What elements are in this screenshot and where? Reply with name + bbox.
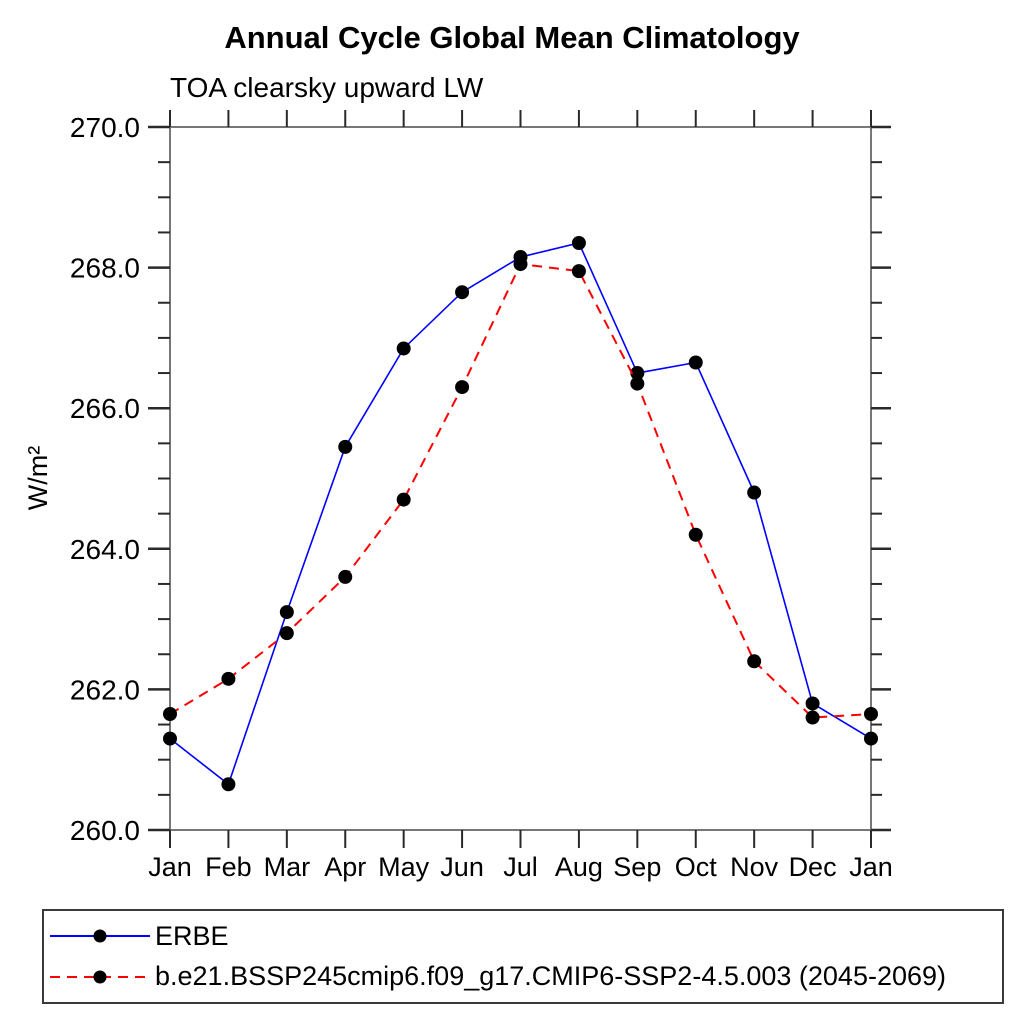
data-point-marker bbox=[805, 696, 820, 711]
data-point-marker bbox=[338, 439, 353, 454]
x-tick-label: Nov bbox=[730, 852, 779, 882]
legend-label-model: b.e21.BSSP245cmip6.f09_g17.CMIP6-SSP2-4.… bbox=[155, 961, 947, 992]
legend-line-sample-erbe bbox=[50, 929, 150, 943]
legend-item-erbe: ERBE bbox=[49, 921, 1002, 952]
data-point-marker bbox=[396, 492, 411, 507]
legend-item-model: b.e21.BSSP245cmip6.f09_g17.CMIP6-SSP2-4.… bbox=[49, 961, 1002, 992]
data-point-marker bbox=[455, 380, 470, 395]
x-tick-label: Oct bbox=[675, 852, 718, 882]
legend: ERBE b.e21.BSSP245cmip6.f09_g17.CMIP6-SS… bbox=[42, 909, 1004, 1004]
axes bbox=[148, 110, 891, 848]
x-tick-label: Jan bbox=[148, 852, 192, 882]
series-erbe bbox=[163, 235, 878, 792]
data-point-marker bbox=[163, 707, 177, 722]
data-point-marker bbox=[396, 341, 411, 356]
x-tick-label: Jul bbox=[503, 852, 538, 882]
data-point-marker bbox=[688, 355, 703, 370]
data-point-marker bbox=[221, 671, 236, 686]
x-tick-label: Mar bbox=[264, 852, 311, 882]
series-model bbox=[163, 257, 878, 725]
y-tick-label: 268.0 bbox=[70, 253, 140, 284]
x-tick-label: Dec bbox=[789, 852, 837, 882]
x-tick-label: Apr bbox=[324, 852, 366, 882]
y-tick-label: 266.0 bbox=[70, 393, 140, 424]
data-point-marker bbox=[864, 731, 878, 746]
y-tick-label: 260.0 bbox=[70, 815, 140, 846]
data-point-marker bbox=[338, 569, 353, 584]
y-tick-label: 262.0 bbox=[70, 674, 140, 705]
data-point-marker bbox=[747, 485, 762, 500]
x-tick-label: Jan bbox=[849, 852, 893, 882]
data-point-marker bbox=[279, 626, 294, 641]
x-tick-label: Sep bbox=[613, 852, 661, 882]
data-point-marker bbox=[630, 366, 645, 381]
y-axis-label: W/m² bbox=[23, 446, 53, 510]
data-point-marker bbox=[630, 376, 645, 391]
data-point-marker bbox=[279, 605, 294, 620]
x-tick-label: Feb bbox=[205, 852, 252, 882]
y-tick-label: 270.0 bbox=[70, 112, 140, 143]
legend-label-erbe: ERBE bbox=[155, 920, 229, 951]
legend-marker-dot-icon bbox=[93, 929, 107, 943]
y-axis-tick-labels: 260.0 262.0 264.0 266.0 268.0 270.0 bbox=[70, 112, 140, 846]
data-point-marker bbox=[571, 235, 586, 250]
legend-line-sample-model bbox=[50, 970, 150, 984]
chart-subtitle: TOA clearsky upward LW bbox=[170, 72, 484, 103]
series-layer bbox=[163, 235, 878, 792]
chart-title: Annual Cycle Global Mean Climatology bbox=[224, 20, 800, 55]
data-point-marker bbox=[688, 527, 703, 542]
data-point-marker bbox=[455, 285, 470, 300]
data-point-marker bbox=[805, 710, 820, 725]
y-tick-label: 264.0 bbox=[70, 534, 140, 565]
x-tick-label: Aug bbox=[555, 852, 603, 882]
data-point-marker bbox=[513, 257, 528, 272]
x-tick-label: May bbox=[378, 852, 430, 882]
data-point-marker bbox=[163, 731, 177, 746]
data-point-marker bbox=[747, 654, 762, 669]
x-axis-tick-labels: Jan Feb Mar Apr May Jun Jul Aug Sep Oct Nov Dec Jan bbox=[148, 852, 893, 882]
data-point-marker bbox=[221, 777, 236, 792]
x-tick-label: Jun bbox=[440, 852, 484, 882]
data-point-marker bbox=[864, 707, 878, 722]
data-point-marker bbox=[571, 264, 586, 279]
legend-marker-dot-icon bbox=[93, 970, 107, 984]
